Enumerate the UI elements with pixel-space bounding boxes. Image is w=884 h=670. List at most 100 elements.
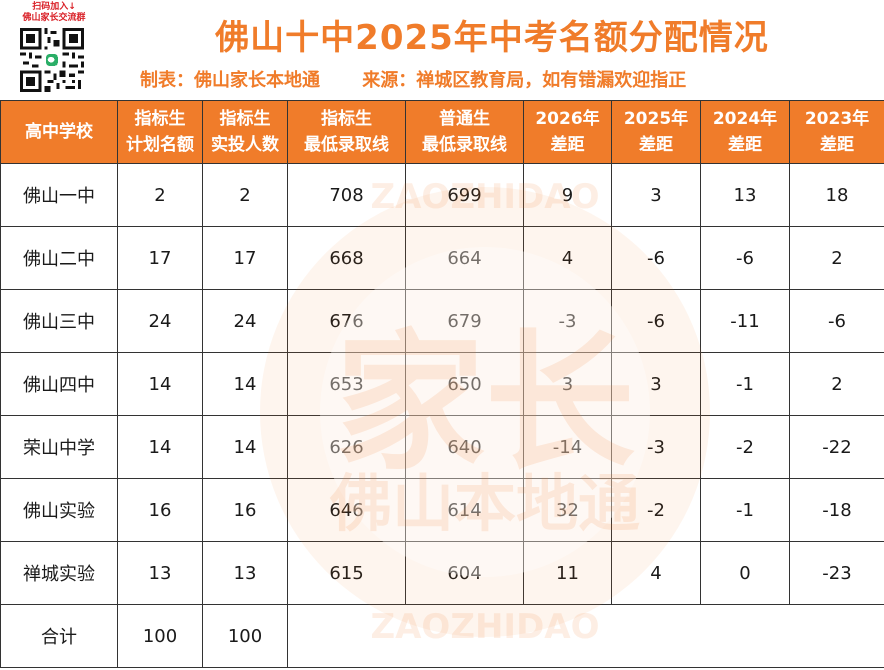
qr-code-icon <box>20 28 84 92</box>
column-header-line: 最低录取线 <box>304 135 389 155</box>
table-cell: 650 <box>405 352 524 416</box>
column-header-line: 差距 <box>820 135 854 155</box>
table-cell: -14 <box>523 415 612 479</box>
school-name-cell: 佛山一中 <box>0 163 118 227</box>
school-name-cell: 佛山三中 <box>0 289 118 353</box>
table-cell: 615 <box>287 541 406 605</box>
column-header-line: 普通生 <box>439 109 490 129</box>
quota-table: 高中学校 指标生 计划名额 指标生 实投人数 指标生 最低录取线 普通生 最低录取线 2026年差… <box>0 100 884 668</box>
table-cell: 2 <box>117 163 203 227</box>
total-cell: 100 <box>202 604 288 668</box>
column-header-line: 差距 <box>728 135 762 155</box>
table-cell: 17 <box>117 226 203 290</box>
table-cell: 14 <box>117 415 203 479</box>
table-row: 佛山一中 2 2 708 699 9 3 13 18 <box>0 163 884 227</box>
column-header: 2025年差距 <box>611 100 701 164</box>
table-cell: -3 <box>611 415 701 479</box>
table-cell: -6 <box>789 289 884 353</box>
table-cell: 626 <box>287 415 406 479</box>
table-cell: 14 <box>202 415 288 479</box>
column-header-line: 指标生 <box>321 109 372 129</box>
table-cell: 13 <box>202 541 288 605</box>
table-cell: 3 <box>523 352 612 416</box>
table-cell: 653 <box>287 352 406 416</box>
table-cell: 2 <box>202 163 288 227</box>
school-name-cell: 佛山二中 <box>0 226 118 290</box>
table-cell: -18 <box>789 478 884 542</box>
total-empty-cell <box>287 604 884 668</box>
table-cell: 0 <box>700 541 790 605</box>
header: 扫码加入↓ 佛山家长交流群 <box>0 0 884 100</box>
column-header-line: 2023年 <box>804 109 870 129</box>
table-cell: 16 <box>117 478 203 542</box>
table-cell: -6 <box>700 226 790 290</box>
column-header-line: 差距 <box>550 135 585 155</box>
table-cell: 2 <box>789 352 884 416</box>
table-cell: 13 <box>700 163 790 227</box>
subtitle-source: 来源：禅城区教育局，如有错漏欢迎指正 <box>362 70 687 91</box>
school-name-cell: 佛山实验 <box>0 478 118 542</box>
column-header: 指标生 最低录取线 <box>287 100 406 164</box>
qr-caption-line2: 佛山家长交流群 <box>22 13 86 23</box>
table-cell: 699 <box>405 163 524 227</box>
table-row: 荣山中学 14 14 626 640 -14 -3 -2 -22 <box>0 415 884 479</box>
table-cell: -3 <box>523 289 612 353</box>
table-cell: 9 <box>523 163 612 227</box>
table-cell: 708 <box>287 163 406 227</box>
table-row: 佛山三中 24 24 676 679 -3 -6 -11 -6 <box>0 289 884 353</box>
table-cell: 668 <box>287 226 406 290</box>
column-header: 2024年 差距 <box>700 100 790 164</box>
table-cell: -22 <box>789 415 884 479</box>
table-cell: 646 <box>287 478 406 542</box>
table-cell: 614 <box>405 478 524 542</box>
column-header: 指标生 实投人数 <box>202 100 288 164</box>
table-cell: 604 <box>405 541 524 605</box>
column-header: 普通生 最低录取线 <box>405 100 524 164</box>
total-label-cell: 合计 <box>0 604 118 668</box>
table-cell: 664 <box>405 226 524 290</box>
column-header: 2023年差距 <box>789 100 884 164</box>
table-cell: 13 <box>117 541 203 605</box>
qr-code-block: 扫码加入↓ 佛山家长交流群 <box>8 2 100 98</box>
table-cell: 14 <box>117 352 203 416</box>
table-row: 佛山实验 16 16 646 614 32 -2 -1 -18 <box>0 478 884 542</box>
table-row: 佛山四中 14 14 653 650 3 3 -1 2 <box>0 352 884 416</box>
table-cell: 4 <box>611 541 701 605</box>
table-cell: -2 <box>700 415 790 479</box>
subtitle: 制表：佛山家长本地通 来源：禅城区教育局，如有错漏欢迎指正 <box>140 66 686 92</box>
total-cell: 100 <box>117 604 203 668</box>
table-cell: -6 <box>611 289 701 353</box>
table-cell: 24 <box>117 289 203 353</box>
table-cell: 11 <box>523 541 612 605</box>
table-cell: 17 <box>202 226 288 290</box>
column-header-line: 指标生 <box>134 109 186 129</box>
table-cell: 24 <box>202 289 288 353</box>
qr-caption-line1: 扫码加入↓ <box>32 2 76 12</box>
total-row: 合计 100 100 <box>0 604 884 668</box>
column-header: 高中学校 <box>0 100 118 164</box>
table-cell: -1 <box>700 352 790 416</box>
table-cell: -6 <box>611 226 701 290</box>
table-row: 佛山二中 17 17 668 664 4 -6 -6 2 <box>0 226 884 290</box>
table-cell: -1 <box>700 478 790 542</box>
table-cell: 3 <box>611 352 701 416</box>
page-title: 佛山十中2025年中考名额分配情况 <box>215 18 769 58</box>
table-cell: -2 <box>611 478 701 542</box>
column-header-line: 最低录取线 <box>422 135 507 155</box>
column-header: 指标生 计划名额 <box>117 100 203 164</box>
table-cell: 16 <box>202 478 288 542</box>
table-cell: -11 <box>700 289 790 353</box>
column-header-line: 2026年 <box>535 109 600 129</box>
table-cell: 18 <box>789 163 884 227</box>
table-cell: 2 <box>789 226 884 290</box>
table-cell: 32 <box>523 478 612 542</box>
table-row: 禅城实验 13 13 615 604 11 4 0 -23 <box>0 541 884 605</box>
school-name-cell: 禅城实验 <box>0 541 118 605</box>
column-header-line: 2025年 <box>623 109 689 129</box>
table-cell: 4 <box>523 226 612 290</box>
table-cell: 679 <box>405 289 524 353</box>
table-body: 佛山一中 2 2 708 699 9 3 13 18 佛山二中 17 17 668 664 4 -6 -6 2 佛山… <box>0 163 884 668</box>
column-header-line: 实投人数 <box>211 135 279 155</box>
column-header: 2026年差距 <box>523 100 612 164</box>
column-header-line: 差距 <box>639 135 673 155</box>
